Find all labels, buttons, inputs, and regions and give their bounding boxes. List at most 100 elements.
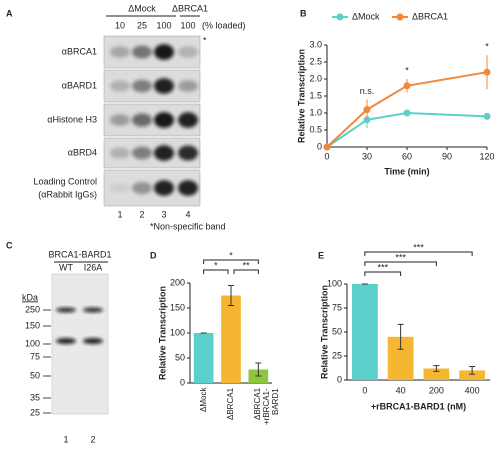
point bbox=[323, 143, 331, 151]
load-unit: (% loaded) bbox=[202, 20, 246, 30]
point bbox=[403, 109, 411, 117]
band bbox=[178, 80, 198, 92]
error-bar bbox=[469, 366, 476, 375]
asterisk: * bbox=[203, 35, 207, 45]
band bbox=[178, 112, 198, 128]
marker-label: 50 bbox=[30, 370, 40, 380]
point bbox=[483, 68, 491, 76]
x-tick-label: 30 bbox=[362, 151, 372, 161]
lane-number: 2 bbox=[139, 209, 144, 219]
load-label: 10 bbox=[115, 20, 125, 30]
x-tick-label: 90 bbox=[442, 151, 452, 161]
row-label: Loading Control bbox=[33, 176, 97, 186]
significance-bracket bbox=[364, 261, 437, 266]
x-tick-label: ΔBRCA1 +rBRCA1-BARD1 bbox=[253, 388, 281, 425]
y-tick-label: 100 bbox=[170, 327, 185, 337]
lane-number: 1 bbox=[117, 209, 122, 219]
row-label: αBRD4 bbox=[68, 147, 97, 157]
y-tick-label: 150 bbox=[170, 302, 185, 312]
y-tick-label: 0 bbox=[317, 141, 322, 151]
lane-top: WT bbox=[59, 262, 73, 272]
legend-label: ΔMock bbox=[352, 11, 380, 21]
significance-bracket bbox=[203, 259, 259, 264]
significance-bracket bbox=[364, 251, 473, 256]
lane-top: I26A bbox=[84, 262, 103, 272]
error-bar bbox=[397, 323, 404, 350]
error-bar bbox=[255, 362, 262, 377]
gel-band bbox=[83, 338, 103, 344]
y-tick-label: 25 bbox=[332, 350, 342, 360]
significance-label: * bbox=[214, 260, 218, 270]
band bbox=[154, 44, 174, 60]
panel-label: E bbox=[318, 250, 324, 260]
x-axis-label: +rBRCA1-BARD1 (nM) bbox=[371, 401, 466, 411]
gel-band bbox=[56, 338, 76, 344]
significance-label: *** bbox=[377, 262, 388, 272]
y-tick-label: 1.0 bbox=[309, 107, 322, 117]
lane-number: 2 bbox=[90, 434, 95, 444]
marker-label: 250 bbox=[25, 304, 40, 314]
series-line bbox=[326, 111, 488, 148]
y-axis-label: Relative Transcription bbox=[319, 285, 329, 379]
y-tick-label: 0 bbox=[337, 374, 342, 384]
lane-number: 4 bbox=[185, 209, 190, 219]
band bbox=[110, 114, 130, 126]
group-label: ΔMock bbox=[128, 3, 156, 13]
y-tick-label: 3.0 bbox=[309, 39, 322, 49]
row-note: (αRabbit IgGs) bbox=[38, 189, 97, 199]
annotation: * bbox=[405, 65, 409, 75]
band bbox=[178, 145, 198, 161]
x-axis-label: Time (min) bbox=[384, 166, 429, 176]
band bbox=[110, 147, 130, 159]
x-tick-label: 400 bbox=[465, 385, 480, 395]
x-tick-label: 0 bbox=[362, 385, 367, 395]
marker-label: 100 bbox=[25, 338, 40, 348]
x-tick-label: 0 bbox=[324, 151, 329, 161]
panel-label: C bbox=[6, 240, 13, 250]
x-tick-label: 40 bbox=[396, 385, 406, 395]
band bbox=[154, 145, 174, 161]
x-tick-label: ΔMock bbox=[198, 388, 208, 413]
y-tick-label: 75 bbox=[332, 302, 342, 312]
significance-bracket bbox=[364, 271, 402, 276]
error-bar bbox=[228, 285, 234, 306]
significance-label: *** bbox=[413, 242, 424, 252]
band bbox=[132, 79, 152, 93]
point bbox=[403, 82, 411, 90]
band bbox=[154, 112, 174, 128]
group-label: ΔBRCA1 bbox=[172, 3, 208, 13]
band bbox=[154, 180, 174, 196]
band bbox=[132, 181, 152, 195]
bar bbox=[459, 370, 485, 380]
series-line bbox=[326, 71, 488, 148]
point bbox=[363, 106, 371, 114]
x-tick-label: 200 bbox=[429, 385, 444, 395]
bar bbox=[423, 368, 450, 380]
y-tick-label: 50 bbox=[175, 352, 185, 362]
band bbox=[154, 78, 174, 94]
panel-label: A bbox=[6, 8, 13, 18]
y-axis-label: Relative Transcription bbox=[296, 49, 306, 143]
panel-label: B bbox=[300, 8, 307, 18]
point bbox=[483, 112, 491, 120]
significance-label: *** bbox=[395, 252, 406, 262]
row-label: αBARD1 bbox=[62, 80, 97, 90]
gel-unit: kDa bbox=[22, 292, 38, 302]
row-label: αHistone H3 bbox=[47, 114, 97, 124]
lane-number: 1 bbox=[63, 434, 68, 444]
panel-label: D bbox=[150, 250, 157, 260]
y-tick-label: 50 bbox=[332, 326, 342, 336]
y-tick-label: 100 bbox=[327, 278, 342, 288]
significance-label: ** bbox=[243, 260, 251, 270]
x-tick-label: 120 bbox=[479, 151, 494, 161]
band bbox=[132, 146, 152, 160]
annotation: n.s. bbox=[360, 86, 375, 96]
y-axis-label: Relative Transcription bbox=[157, 286, 167, 380]
significance-bracket bbox=[233, 269, 259, 274]
legend-marker bbox=[396, 13, 404, 21]
band bbox=[132, 45, 152, 59]
row-label: αBRCA1 bbox=[62, 46, 97, 56]
y-tick-label: 1.5 bbox=[309, 90, 322, 100]
load-label: 100 bbox=[156, 20, 171, 30]
